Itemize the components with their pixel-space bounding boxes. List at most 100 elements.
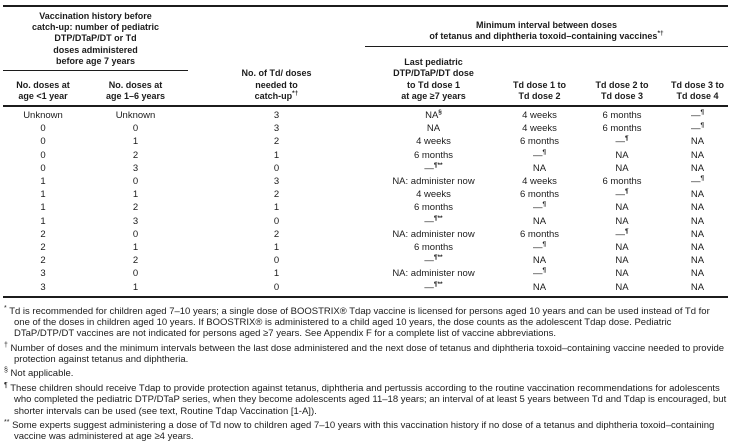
cell-r2-c3: 3 bbox=[273, 123, 280, 135]
cell-footnote-marker: ¶** bbox=[433, 280, 443, 288]
header-minimum-interval-text: Minimum interval between doses of tetanu… bbox=[429, 20, 658, 42]
cell-r9-c6: NA bbox=[615, 215, 629, 227]
cell-r8-c2: 2 bbox=[132, 202, 139, 214]
cell-r12-c2: 2 bbox=[132, 255, 139, 267]
footnote-marker: § bbox=[4, 367, 8, 375]
cell-r11-c6: NA bbox=[615, 241, 629, 253]
table-row: 2 1 1 6 months —¶ NA NA bbox=[3, 241, 728, 254]
cell-r8-c3: 1 bbox=[273, 202, 280, 214]
header-col-td1-to-td2: Td dose 1 to Td dose 2 bbox=[512, 79, 566, 101]
table-row: 0 3 0 —¶** NA NA NA bbox=[3, 162, 728, 175]
header-col-td2-to-td3: Td dose 2 to Td dose 3 bbox=[595, 79, 649, 101]
table-row: 0 2 1 6 months —¶ NA NA bbox=[3, 149, 728, 162]
cell-footnote-marker: ¶ bbox=[624, 188, 629, 196]
cell-r11-c5: —¶ bbox=[532, 240, 547, 253]
cell-footnote-marker: ¶** bbox=[433, 214, 443, 222]
table-header: Vaccination history before catch-up: num… bbox=[3, 5, 728, 107]
cell-r1-c4: NA§ bbox=[425, 108, 442, 122]
cell-r12-c7: NA bbox=[690, 255, 705, 267]
table-row: 1 2 1 6 months —¶ NA NA bbox=[3, 201, 728, 214]
footnote-marker: ¶ bbox=[4, 381, 8, 389]
cell-footnote-marker: ¶ bbox=[542, 240, 547, 248]
table-row: 2 0 2 NA: administer now 6 months —¶ NA bbox=[3, 228, 728, 241]
cell-footnote-marker: ¶ bbox=[700, 122, 705, 130]
cell-r3-c4: 4 weeks bbox=[416, 136, 451, 148]
cell-r14-c4: —¶** bbox=[424, 280, 443, 293]
cell-r5-c1: 0 bbox=[40, 162, 46, 174]
header-minimum-interval-label: Minimum interval between doses of tetanu… bbox=[365, 7, 728, 48]
table-row: 1 3 0 —¶** NA NA NA bbox=[3, 215, 728, 228]
cell-r7-c1: 1 bbox=[40, 189, 46, 201]
cell-r1-c2: Unknown bbox=[115, 110, 156, 122]
cell-r9-c7: NA bbox=[690, 215, 705, 227]
cell-r4-c2: 2 bbox=[132, 149, 139, 161]
cell-r10-c6: —¶ bbox=[615, 227, 629, 240]
table-row: 3 1 0 —¶** NA NA NA bbox=[3, 280, 728, 293]
header-col-last-pediatric-dose: Last pediatric DTP/DTaP/DT dose to Td do… bbox=[393, 57, 474, 101]
cell-r10-c5: 6 months bbox=[519, 228, 560, 240]
cell-r14-c2: 1 bbox=[132, 281, 139, 293]
header-subrow-right: Last pediatric DTP/DTaP/DT dose to Td do… bbox=[365, 47, 728, 105]
cell-r7-c2: 1 bbox=[132, 189, 139, 201]
header-group-minimum-interval: Minimum interval between doses of tetanu… bbox=[365, 7, 728, 105]
header-col-doses-1-6yr: No. doses at age 1–6 years bbox=[105, 79, 166, 101]
cell-r9-c2: 3 bbox=[132, 215, 139, 227]
cell-r13-c6: NA bbox=[615, 268, 629, 280]
cell-r13-c1: 3 bbox=[40, 268, 46, 280]
cell-r4-c5: —¶ bbox=[532, 148, 547, 161]
footnote-1: * Td is recommended for children aged 7–… bbox=[4, 303, 727, 340]
cell-r6-c1: 1 bbox=[40, 176, 46, 188]
cell-r10-c4: NA: administer now bbox=[392, 228, 475, 240]
header-subrow-left: No. doses at age <1 year No. doses at ag… bbox=[3, 71, 188, 105]
footnote-text: Not applicable. bbox=[7, 368, 74, 380]
cell-r6-c3: 3 bbox=[273, 176, 280, 188]
cell-r5-c2: 3 bbox=[132, 162, 139, 174]
cell-r5-c6: NA bbox=[615, 162, 629, 174]
cell-r14-c1: 3 bbox=[40, 281, 46, 293]
cell-r11-c4: 6 months bbox=[413, 241, 454, 253]
header-minimum-interval-footnote-marker: *† bbox=[657, 30, 664, 38]
footnote-3: § Not applicable. bbox=[4, 365, 727, 379]
cell-r13-c7: NA bbox=[690, 268, 705, 280]
header-vaccination-history-text: Vaccination history before catch-up: num… bbox=[31, 11, 159, 66]
cell-r7-c7: NA bbox=[690, 189, 705, 201]
cell-r4-c6: NA bbox=[615, 149, 629, 161]
cell-r2-c1: 0 bbox=[40, 123, 46, 135]
table-row: 0 1 2 4 weeks 6 months —¶ NA bbox=[3, 135, 728, 148]
cell-r2-c7: —¶ bbox=[690, 122, 705, 135]
cell-r4-c4: 6 months bbox=[413, 149, 454, 161]
cell-footnote-marker: ¶ bbox=[542, 201, 547, 209]
cell-r12-c3: 0 bbox=[273, 255, 280, 267]
table-row: Unknown Unknown 3 NA§ 4 weeks 6 months —¶ bbox=[3, 109, 728, 122]
cell-r2-c4: NA bbox=[426, 123, 441, 135]
cell-footnote-marker: ¶ bbox=[624, 135, 629, 143]
table-body: Unknown Unknown 3 NA§ 4 weeks 6 months —¶ 0 0 3 NA… bbox=[3, 107, 728, 298]
cell-r1-c6: 6 months bbox=[602, 110, 642, 122]
footnote-2: † Number of doses and the minimum interv… bbox=[4, 340, 727, 366]
cell-r14-c7: NA bbox=[690, 281, 705, 293]
cell-r1-c5: 4 weeks bbox=[522, 110, 557, 122]
cell-r7-c3: 2 bbox=[273, 189, 280, 201]
footnote-4: ¶ These children should receive Tdap to … bbox=[4, 380, 727, 417]
cell-r7-c4: 4 weeks bbox=[416, 189, 451, 201]
cell-footnote-marker: ¶ bbox=[542, 267, 547, 275]
cell-r6-c6: 6 months bbox=[602, 176, 642, 188]
cell-r8-c7: NA bbox=[690, 202, 705, 214]
cell-r11-c1: 2 bbox=[40, 241, 46, 253]
cell-r13-c2: 0 bbox=[132, 268, 139, 280]
cell-r8-c5: —¶ bbox=[532, 201, 547, 214]
cell-r11-c2: 1 bbox=[132, 241, 139, 253]
cell-footnote-marker: ¶ bbox=[542, 148, 547, 156]
cell-r3-c6: —¶ bbox=[615, 135, 629, 148]
footnote-marker: ** bbox=[4, 418, 10, 426]
footnote-marker: † bbox=[4, 341, 8, 349]
cell-r10-c2: 0 bbox=[132, 228, 139, 240]
footnote-text: Td is recommended for children aged 7–10… bbox=[6, 305, 710, 340]
header-col-td-doses-needed: No. of Td/ doses needed to catch-up*† bbox=[241, 68, 312, 101]
cell-r8-c4: 6 months bbox=[413, 202, 454, 214]
cell-r2-c6: 6 months bbox=[602, 123, 642, 135]
cell-r4-c1: 0 bbox=[40, 149, 46, 161]
cell-r9-c4: —¶** bbox=[424, 214, 443, 227]
cell-r5-c7: NA bbox=[690, 162, 705, 174]
cell-r4-c7: NA bbox=[690, 149, 705, 161]
